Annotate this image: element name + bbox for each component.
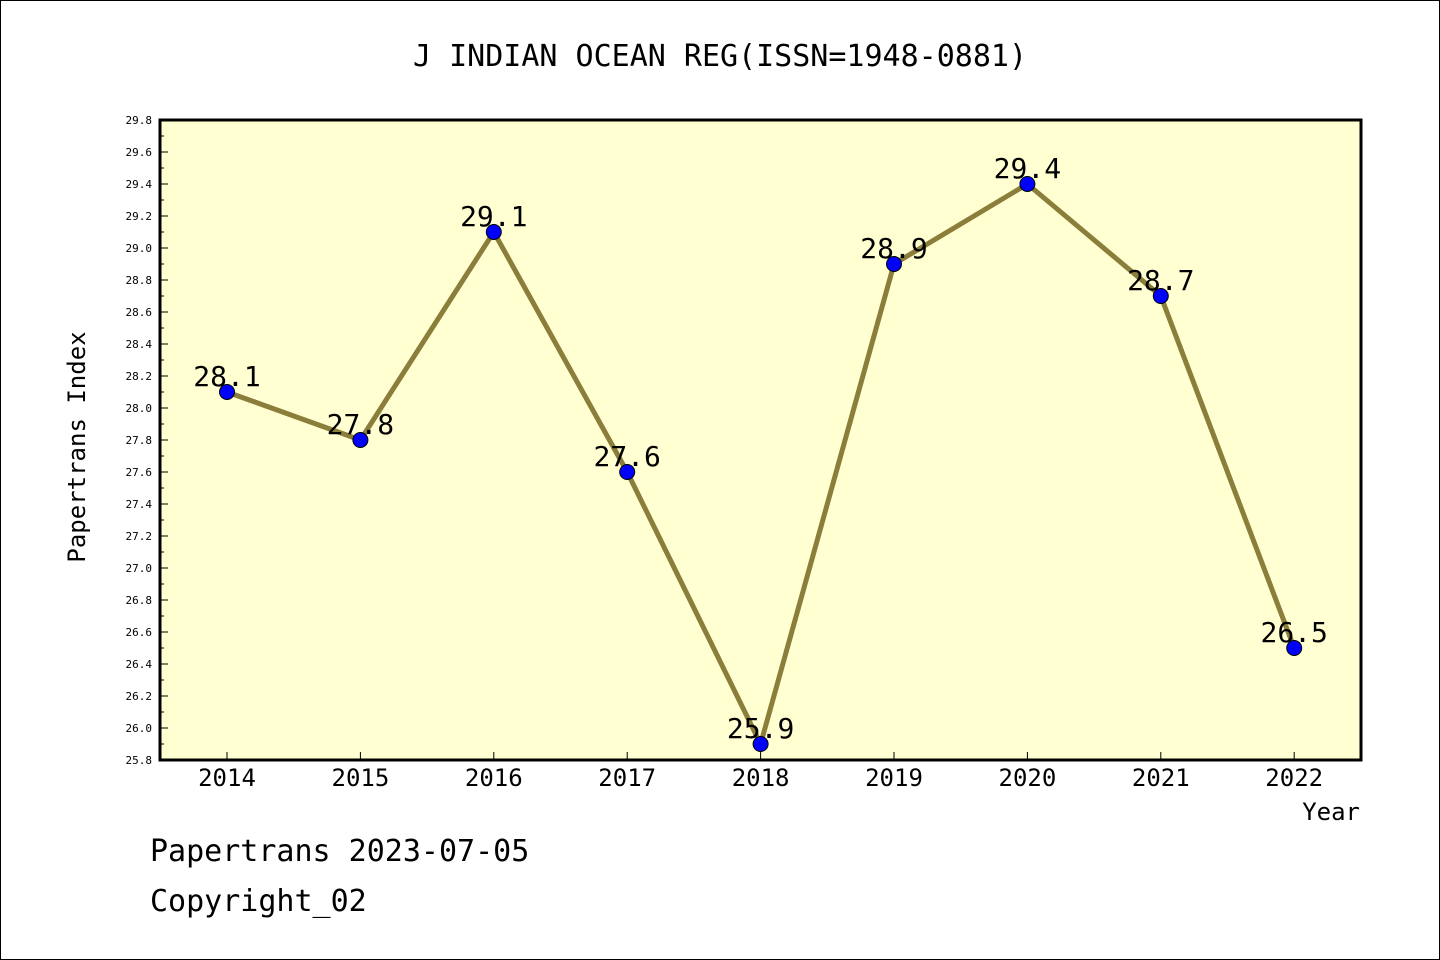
x-tick-label: 2017 [598,764,656,792]
data-point [352,432,369,448]
x-tick-label: 2016 [465,764,523,792]
x-tick-label: 2019 [865,764,923,792]
y-tick-label: 29.6 [126,146,153,159]
y-tick-label: 27.0 [126,562,153,575]
y-tick-label: 26.4 [126,658,153,671]
y-tick-label: 28.2 [126,370,153,383]
y-tick-label: 26.2 [126,690,153,703]
data-label: 28.7 [1127,264,1194,297]
y-tick-label: 29.0 [126,242,153,255]
data-label: 28.1 [193,360,260,393]
data-label: 25.9 [727,712,794,745]
data-label: 27.8 [327,408,394,441]
footer-date: Papertrans 2023-07-05 [150,834,530,869]
x-tick-label: 2018 [732,764,790,792]
y-tick-label: 28.0 [126,402,153,415]
y-axis-label: Papertrans Index [63,331,91,562]
chart-title: J INDIAN OCEAN REG(ISSN=1948-0881) [413,39,1027,74]
y-tick-label: 27.4 [126,498,153,511]
footer-copyright: Copyright_02 [150,884,367,919]
y-tick-label: 25.8 [126,754,153,767]
x-tick-label: 2014 [198,764,256,792]
y-tick-label: 29.4 [126,178,153,191]
y-tick-label: 29.2 [126,210,153,223]
plot-border [158,118,1363,762]
data-label: 26.5 [1260,616,1327,649]
y-tick-label: 27.6 [126,466,153,479]
data-point [619,464,636,480]
data-point [1019,176,1036,192]
data-point [485,224,502,240]
data-point [886,256,902,272]
data-point [752,736,769,752]
x-tick-label: 2021 [1132,764,1190,792]
y-tick-label: 26.8 [126,594,153,607]
y-tick-label: 29.8 [126,114,153,127]
data-label: 29.1 [460,200,527,233]
y-tick-label: 26.6 [126,626,153,639]
y-tick-label: 28.8 [126,274,153,287]
data-label: 28.9 [860,232,927,265]
data-point [219,384,235,400]
x-axis-label: Year [1302,798,1360,826]
data-label: 27.6 [593,440,660,473]
x-tick-label: 2022 [1265,764,1323,792]
data-point [1286,640,1303,656]
y-tick-label: 27.8 [126,434,153,447]
data-point [1152,288,1169,304]
data-label: 29.4 [994,152,1061,185]
y-tick-label: 28.4 [126,338,153,351]
y-tick-label: 26.0 [126,722,153,735]
y-tick-label: 28.6 [126,306,153,319]
x-tick-label: 2020 [999,764,1057,792]
y-tick-label: 27.2 [126,530,153,543]
x-tick-label: 2015 [332,764,390,792]
